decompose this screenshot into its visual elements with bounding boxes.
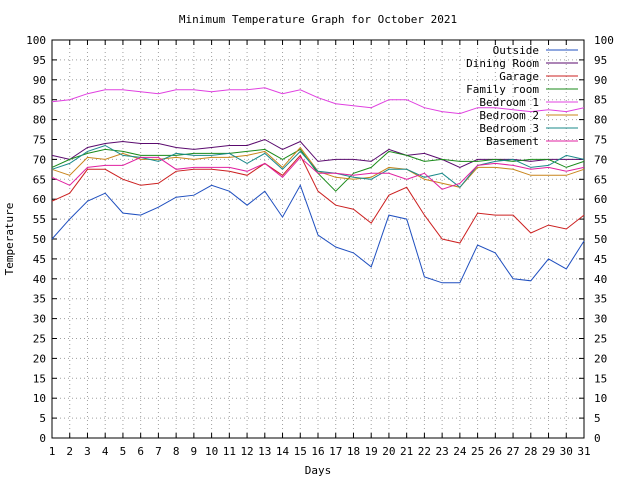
y-tick-label-right: 85 [594,94,607,107]
x-tick-label: 28 [524,445,537,458]
y-axis-label: Temperature [3,203,16,276]
legend-label-basement: Basement [486,135,539,148]
y-tick-label-left: 10 [33,392,46,405]
legend-label-bedroom-1: Bedroom 1 [479,96,539,109]
y-tick-label-right: 100 [594,34,614,47]
x-tick-label: 21 [400,445,413,458]
y-tick-label-left: 25 [33,333,46,346]
y-tick-label-right: 40 [594,273,607,286]
x-tick-label: 24 [453,445,467,458]
y-tick-label-right: 50 [594,233,607,246]
y-tick-label-right: 75 [594,134,607,147]
x-tick-label: 13 [258,445,271,458]
series-line-bedroom-1 [51,87,585,115]
y-tick-label-left: 70 [33,153,46,166]
y-tick-label-right: 60 [594,193,607,206]
y-tick-label-left: 35 [33,293,46,306]
series-lines [51,87,585,284]
x-tick-label: 2 [66,445,73,458]
y-tick-label-left: 30 [33,313,46,326]
x-tick-label: 19 [365,445,378,458]
y-tick-label-left: 90 [33,74,46,87]
series-line-bedroom-3 [51,144,585,188]
y-tick-label-left: 50 [33,233,46,246]
y-tick-label-right: 90 [594,74,607,87]
x-tick-label: 23 [436,445,449,458]
y-tick-label-right: 25 [594,333,607,346]
x-axis-label: Days [305,464,332,477]
y-tick-label-right: 20 [594,352,607,365]
y-tick-label-left: 85 [33,94,46,107]
y-tick-label-left: 80 [33,114,46,127]
x-tick-label: 10 [205,445,218,458]
y-tick-label-right: 0 [594,432,601,445]
x-tick-label: 9 [191,445,198,458]
x-tick-label: 22 [418,445,431,458]
y-tick-label-right: 45 [594,253,607,266]
x-tick-label: 27 [506,445,519,458]
legend-label-bedroom-3: Bedroom 3 [479,122,539,135]
legend-label-family-room: Family room [466,83,539,96]
legend-label-garage: Garage [499,70,539,83]
series-line-basement [51,156,585,190]
x-tick-label: 18 [347,445,360,458]
y-tick-label-right: 30 [594,313,607,326]
x-tick-label: 11 [223,445,236,458]
x-tick-label: 15 [294,445,307,458]
y-tick-label-right: 70 [594,153,607,166]
x-tick-label: 25 [471,445,484,458]
x-tick-label: 16 [311,445,324,458]
y-tick-label-right: 5 [594,412,601,425]
x-tick-label: 3 [84,445,91,458]
x-tick-label: 12 [240,445,253,458]
x-tick-label: 4 [102,445,109,458]
y-tick-label-left: 100 [26,34,46,47]
y-tick-label-left: 5 [39,412,46,425]
x-tick-label: 5 [120,445,127,458]
y-tick-label-right: 80 [594,114,607,127]
x-tick-label: 1 [49,445,56,458]
y-tick-label-left: 65 [33,173,46,186]
y-tick-label-right: 55 [594,213,607,226]
y-tick-label-right: 35 [594,293,607,306]
series-line-garage [51,154,585,244]
x-tick-label: 17 [329,445,342,458]
x-tick-label: 14 [276,445,290,458]
legend-label-outside: Outside [493,44,539,57]
legend-label-bedroom-2: Bedroom 2 [479,109,539,122]
y-tick-label-left: 0 [39,432,46,445]
x-tick-label: 30 [560,445,573,458]
x-tick-label: 26 [489,445,502,458]
x-tick-label: 20 [382,445,395,458]
y-tick-label-right: 95 [594,54,607,67]
chart-title: Minimum Temperature Graph for October 20… [179,13,457,26]
y-tick-label-left: 75 [33,134,46,147]
y-tick-label-right: 15 [594,372,607,385]
x-tick-label: 6 [137,445,144,458]
x-tick-label: 31 [577,445,590,458]
y-tick-label-left: 95 [33,54,46,67]
y-tick-label-left: 60 [33,193,46,206]
legend-label-dining-room: Dining Room [466,57,539,70]
series-line-outside [51,184,585,284]
y-tick-label-left: 55 [33,213,46,226]
y-tick-label-right: 10 [594,392,607,405]
y-tick-label-left: 15 [33,372,46,385]
y-tick-label-right: 65 [594,173,607,186]
x-tick-label: 8 [173,445,180,458]
y-tick-label-left: 40 [33,273,46,286]
x-tick-label: 7 [155,445,162,458]
y-tick-label-left: 45 [33,253,46,266]
x-tick-label: 29 [542,445,555,458]
y-tick-label-left: 20 [33,352,46,365]
